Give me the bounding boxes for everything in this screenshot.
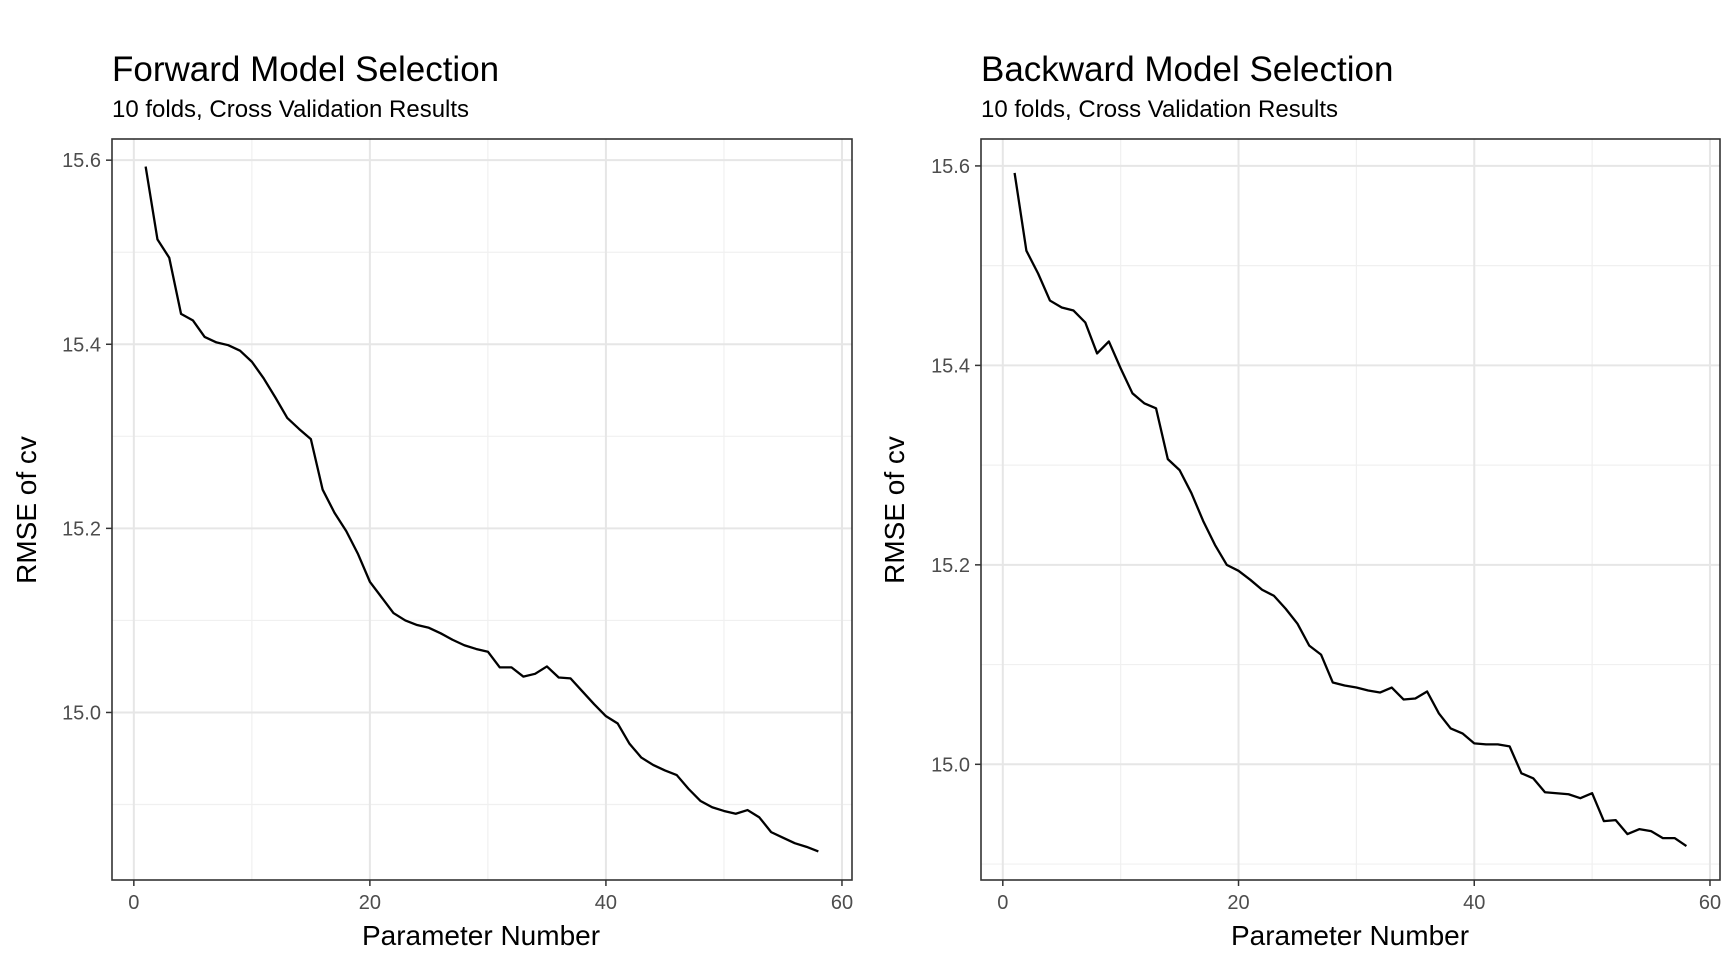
y-tick-label: 15.6 xyxy=(62,150,101,172)
forward-plot: 0 20 40 60 15.0 15.2 15.4 15.6 xyxy=(62,138,853,914)
x-tick-label: 20 xyxy=(1227,892,1249,914)
y-tick-label: 15.0 xyxy=(931,754,970,776)
x-tick-label: 60 xyxy=(1699,892,1721,914)
y-tick-label: 15.2 xyxy=(931,555,970,577)
x-tick-label: 0 xyxy=(997,892,1008,914)
grid-lines xyxy=(112,139,852,880)
x-tick-label: 20 xyxy=(359,892,381,914)
forward-chart-panel: Forward Model Selection 10 folds, Cross … xyxy=(11,50,853,951)
y-tick-label: 15.6 xyxy=(931,156,970,178)
chart-title: Forward Model Selection xyxy=(112,50,500,89)
y-tick-label: 15.4 xyxy=(62,334,101,356)
chart-title: Backward Model Selection xyxy=(981,50,1394,89)
backward-chart-panel: Backward Model Selection 10 folds, Cross… xyxy=(864,0,1728,960)
grid-lines xyxy=(981,139,1720,880)
x-tick-label: 0 xyxy=(128,892,139,914)
backward-plot: 0 20 40 60 15.0 15.2 15.4 15.6 xyxy=(931,138,1721,914)
series-line xyxy=(1013,172,1688,848)
x-tick-label: 40 xyxy=(1463,892,1485,914)
chart-subtitle: 10 folds, Cross Validation Results xyxy=(112,96,470,123)
x-axis-label: Parameter Number xyxy=(1230,920,1470,951)
y-tick-label: 15.2 xyxy=(62,518,101,540)
panel-border xyxy=(980,138,1721,881)
chart-subtitle: 10 folds, Cross Validation Results xyxy=(981,96,1339,123)
panel-border xyxy=(111,138,853,881)
x-tick-label: 60 xyxy=(831,892,853,914)
series-line xyxy=(144,166,819,853)
x-axis-label: Parameter Number xyxy=(361,920,601,951)
y-tick-label: 15.4 xyxy=(931,355,970,377)
x-tick-label: 40 xyxy=(595,892,617,914)
y-tick-label: 15.0 xyxy=(62,702,101,724)
